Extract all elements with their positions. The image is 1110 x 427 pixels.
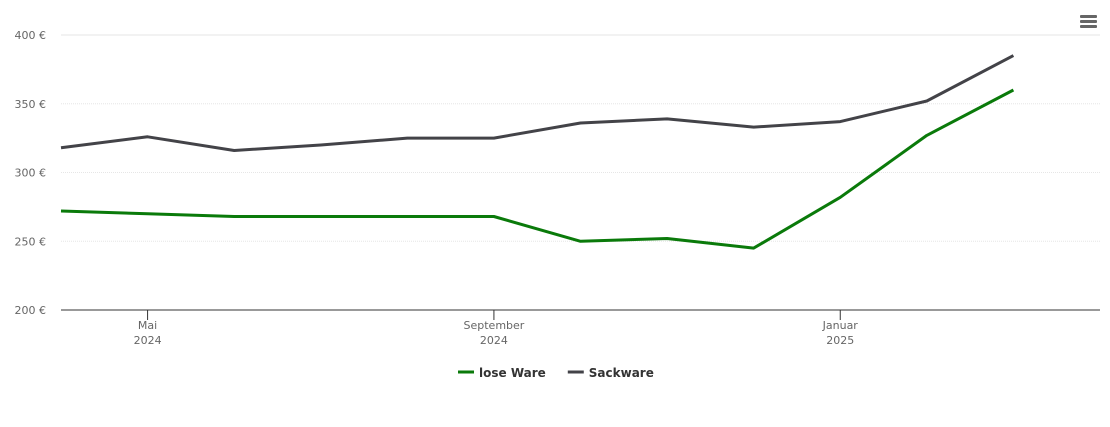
series-line	[60, 88, 1015, 250]
legend-item[interactable]: Sackware	[567, 366, 654, 380]
y-tick-label: 400 €	[15, 29, 47, 42]
x-tick-label-line: Mai	[138, 319, 157, 332]
series-line	[60, 54, 1015, 152]
x-tick-label-line: 2024	[480, 334, 508, 347]
x-tick-label: September 2024	[464, 319, 525, 347]
menu-icon[interactable]	[1080, 15, 1097, 28]
x-tick-label-line: 2024	[134, 334, 162, 347]
y-tick-label: 300 €	[15, 167, 47, 180]
y-tick-label: 350 €	[15, 98, 47, 111]
menu-bar	[1080, 15, 1097, 18]
menu-bar	[1080, 25, 1097, 28]
legend-label: Sackware	[589, 366, 654, 380]
x-tick-label-line: September	[464, 319, 525, 332]
legend-item[interactable]: lose Ware	[458, 366, 546, 380]
x-tick-label-line: 2025	[826, 334, 854, 347]
x-tick-label: Mai 2024	[134, 319, 162, 347]
legend-label: lose Ware	[479, 366, 546, 380]
menu-bar	[1080, 20, 1097, 23]
y-tick-label: 200 €	[15, 304, 47, 317]
y-tick-label: 250 €	[15, 235, 47, 248]
x-tick-label-line: Januar	[822, 319, 859, 332]
x-tick-label: Januar 2025	[822, 319, 859, 347]
